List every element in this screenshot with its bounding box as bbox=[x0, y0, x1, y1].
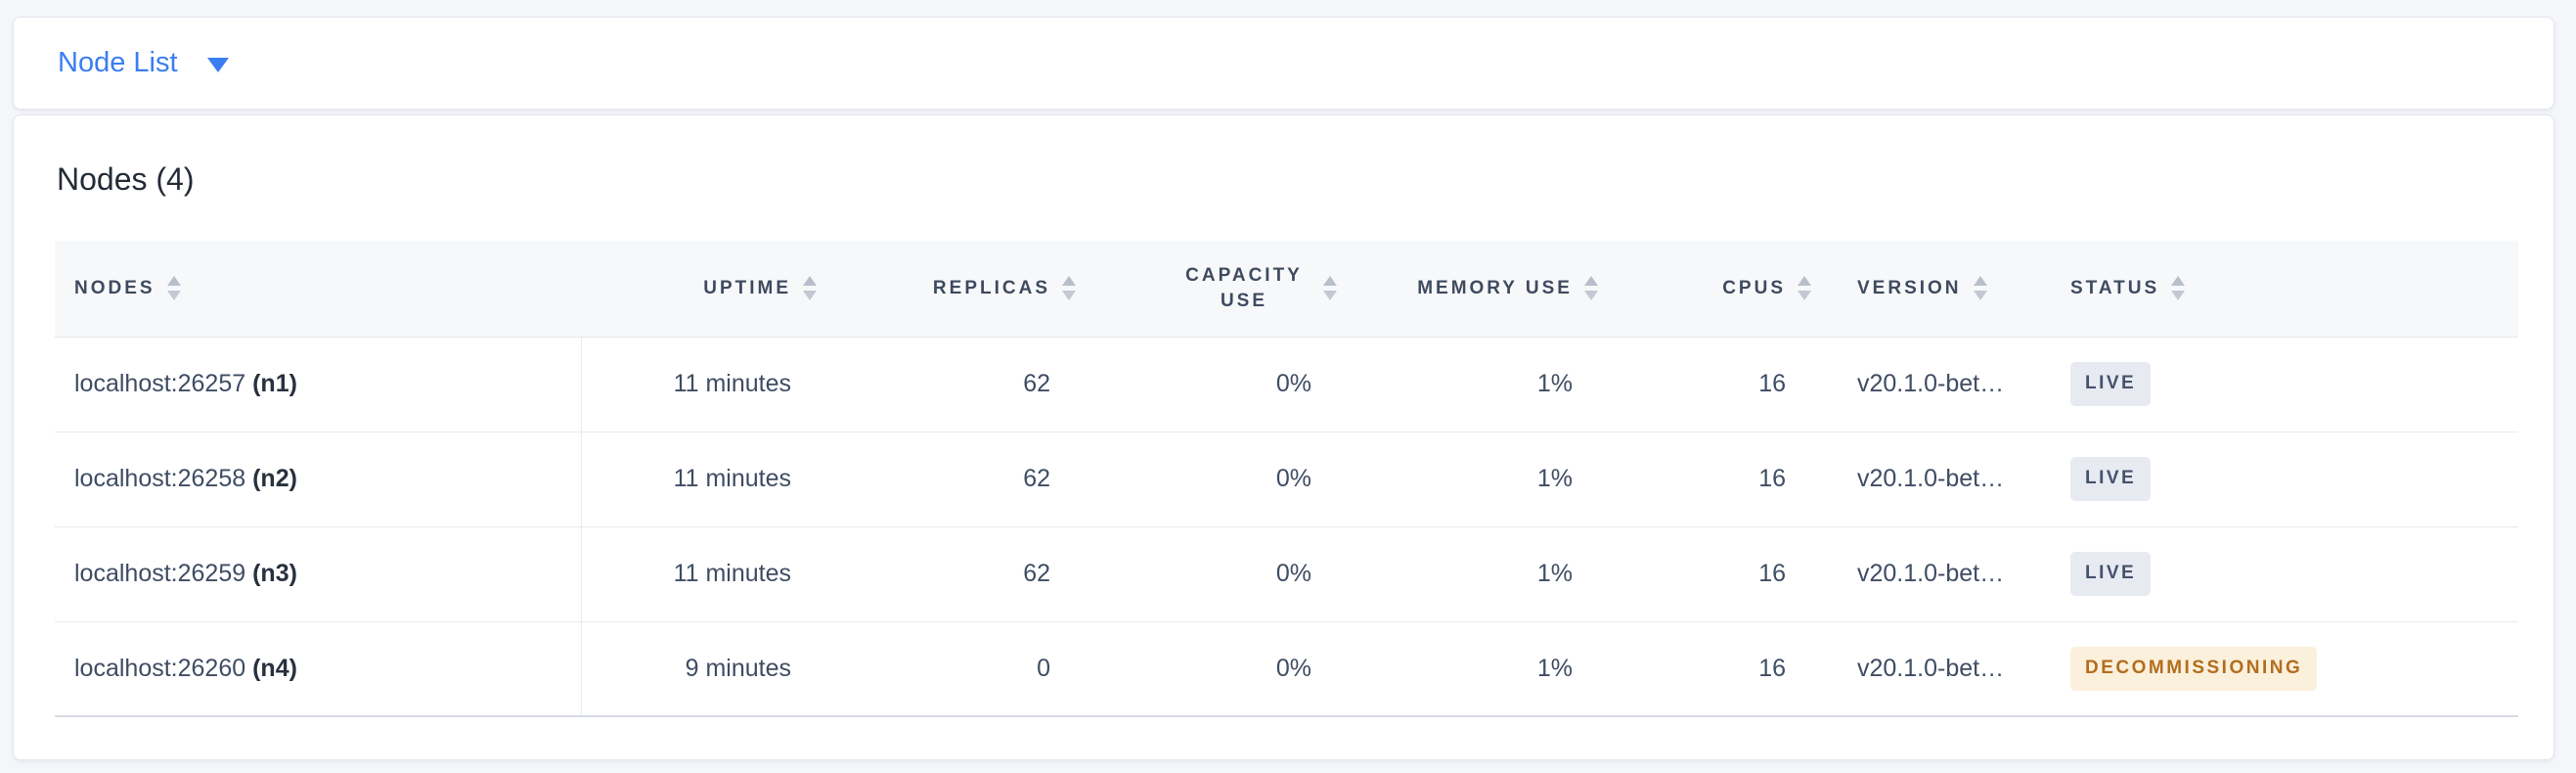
column-header-cpus[interactable]: CPUS bbox=[1590, 241, 1811, 338]
sort-arrows-icon[interactable] bbox=[2171, 276, 2186, 301]
nodes-table: NODES UPTIME REPLICAS CAPACITY USE MEMOR… bbox=[55, 241, 2518, 717]
column-header-nodes[interactable]: NODES bbox=[55, 241, 581, 338]
status-badge: DECOMMISSIONING bbox=[2070, 646, 2318, 691]
replicas-cell: 62 bbox=[809, 337, 1068, 432]
sort-arrows-icon[interactable] bbox=[1798, 276, 1811, 301]
cpus-cell: 16 bbox=[1590, 526, 1803, 622]
sort-arrows-icon[interactable] bbox=[1973, 276, 1987, 301]
sort-arrows-icon[interactable] bbox=[803, 276, 817, 301]
node-address: localhost:26257 bbox=[74, 370, 246, 397]
node-id: (n4) bbox=[252, 654, 297, 682]
column-header-uptime[interactable]: UPTIME bbox=[581, 241, 817, 338]
table-row-n2[interactable]: localhost:26258 (n2) 11 minutes 62 0% 1%… bbox=[55, 432, 2518, 527]
node-list-dropdown[interactable]: Node List bbox=[58, 49, 229, 77]
table-row-n1[interactable]: localhost:26257 (n1) 11 minutes 62 0% 1%… bbox=[55, 337, 2518, 432]
node-address: localhost:26259 bbox=[74, 560, 246, 587]
sort-arrows-icon[interactable] bbox=[1062, 276, 1076, 301]
replicas-cell: 62 bbox=[809, 432, 1068, 527]
uptime-cell: 11 minutes bbox=[581, 432, 809, 527]
memory-use-cell: 1% bbox=[1329, 432, 1590, 527]
memory-use-cell: 1% bbox=[1329, 526, 1590, 622]
version-cell: v20.1.0-bet… bbox=[1803, 526, 2053, 622]
node-id: (n1) bbox=[252, 370, 297, 397]
column-header-status[interactable]: STATUS bbox=[2053, 241, 2518, 338]
version-cell: v20.1.0-bet… bbox=[1803, 621, 2053, 717]
caret-down-icon bbox=[206, 58, 229, 72]
status-badge: LIVE bbox=[2070, 362, 2152, 406]
cpus-cell: 16 bbox=[1590, 621, 1803, 717]
sort-arrows-icon[interactable] bbox=[166, 276, 181, 301]
node-id: (n3) bbox=[252, 560, 297, 587]
capacity-use-cell: 0% bbox=[1068, 621, 1329, 717]
uptime-cell: 11 minutes bbox=[581, 337, 809, 432]
table-row-n3[interactable]: localhost:26259 (n3) 11 minutes 62 0% 1%… bbox=[55, 526, 2518, 622]
cpus-cell: 16 bbox=[1590, 337, 1803, 432]
node-id: (n2) bbox=[252, 465, 297, 492]
node-address: localhost:26258 bbox=[74, 465, 246, 492]
memory-use-cell: 1% bbox=[1329, 621, 1590, 717]
version-cell: v20.1.0-bet… bbox=[1803, 432, 2053, 527]
uptime-cell: 9 minutes bbox=[581, 621, 809, 717]
table-row-n4[interactable]: localhost:26260 (n4) 9 minutes 0 0% 1% 1… bbox=[55, 621, 2518, 717]
replicas-cell: 62 bbox=[809, 526, 1068, 622]
capacity-use-cell: 0% bbox=[1068, 526, 1329, 622]
status-badge: LIVE bbox=[2070, 457, 2152, 501]
status-badge: LIVE bbox=[2070, 552, 2152, 596]
memory-use-cell: 1% bbox=[1329, 337, 1590, 432]
capacity-use-cell: 0% bbox=[1068, 432, 1329, 527]
column-header-version[interactable]: VERSION bbox=[1803, 241, 2053, 338]
node-address: localhost:26260 bbox=[74, 654, 246, 682]
sort-arrows-icon[interactable] bbox=[1584, 276, 1598, 301]
view-selector-bar: Node List bbox=[13, 17, 2554, 110]
table-header-row: NODES UPTIME REPLICAS CAPACITY USE MEMOR… bbox=[55, 241, 2518, 338]
nodes-panel: Nodes (4) NODES UPTIME REPLICAS bbox=[13, 114, 2554, 760]
column-header-replicas[interactable]: REPLICAS bbox=[809, 241, 1076, 338]
page-title: Nodes (4) bbox=[57, 161, 195, 197]
column-header-memory-use[interactable]: MEMORY USE bbox=[1329, 241, 1598, 338]
replicas-cell: 0 bbox=[809, 621, 1068, 717]
node-list-dropdown-label: Node List bbox=[58, 47, 178, 78]
column-header-capacity-use[interactable]: CAPACITY USE bbox=[1068, 241, 1337, 338]
version-cell: v20.1.0-bet… bbox=[1803, 337, 2053, 432]
sort-arrows-icon[interactable] bbox=[1323, 276, 1337, 301]
uptime-cell: 11 minutes bbox=[581, 526, 809, 622]
capacity-use-cell: 0% bbox=[1068, 337, 1329, 432]
cpus-cell: 16 bbox=[1590, 432, 1803, 527]
